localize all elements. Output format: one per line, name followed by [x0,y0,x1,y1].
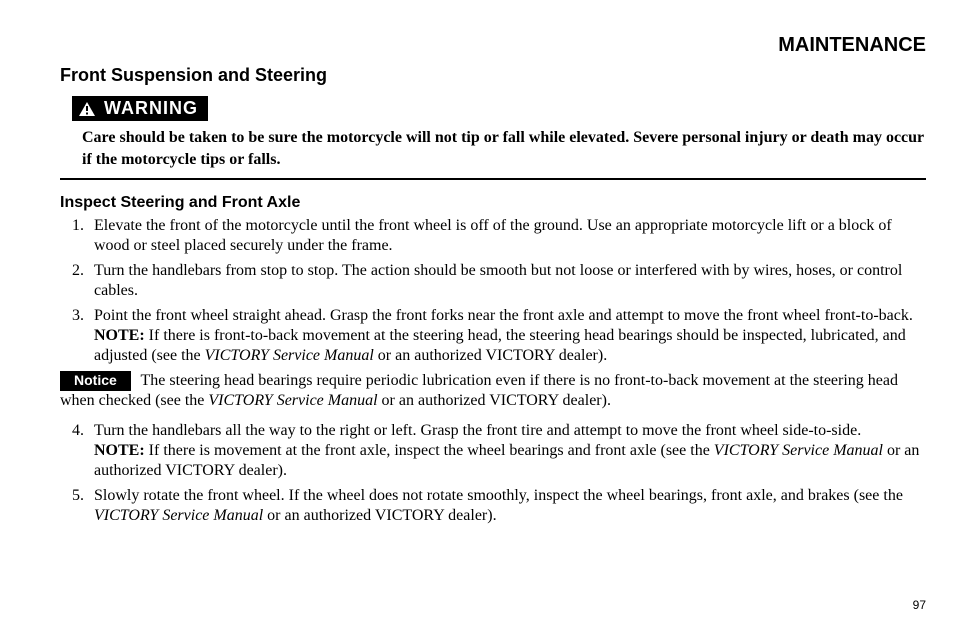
step-5-tail: or an authorized VICTORY dealer). [263,507,496,524]
step-4-italic: VICTORY Service Manual [714,442,883,459]
notice-label: Notice [60,371,131,391]
notice-tail: or an authorized VICTORY dealer). [378,392,611,409]
step-3-note-label: NOTE: [94,327,145,344]
subsection-title: Front Suspension and Steering [60,65,926,86]
section-header: MAINTENANCE [60,34,926,57]
page-number: 97 [913,598,926,612]
divider [60,178,926,180]
step-3: Point the front wheel straight ahead. Gr… [88,306,926,366]
warning-text: Care should be taken to be sure the moto… [82,127,926,170]
step-3-tail: or an authorized VICTORY dealer). [374,347,607,364]
step-2: Turn the handlebars from stop to stop. T… [88,261,926,301]
document-page: MAINTENANCE Front Suspension and Steerin… [0,0,954,627]
step-3-pre: Point the front wheel straight ahead. Gr… [94,307,913,324]
procedure-steps-continued: Turn the handlebars all the way to the r… [60,421,926,526]
step-1: Elevate the front of the motorcycle unti… [88,216,926,256]
procedure-title: Inspect Steering and Front Axle [60,194,926,212]
procedure-steps: Elevate the front of the motorcycle unti… [60,216,926,366]
exclamation-triangle-icon [78,101,96,117]
step-5: Slowly rotate the front wheel. If the wh… [88,486,926,526]
step-5-pre: Slowly rotate the front wheel. If the wh… [94,487,903,504]
warning-label-text: WARNING [104,98,198,119]
step-5-italic: VICTORY Service Manual [94,507,263,524]
step-4-line1: Turn the handlebars all the way to the r… [94,422,861,439]
step-3-italic: VICTORY Service Manual [205,347,374,364]
step-4-note-label: NOTE: [94,442,145,459]
notice-italic: VICTORY Service Manual [208,392,377,409]
notice-block: Notice The steering head bearings requir… [60,371,926,411]
step-4: Turn the handlebars all the way to the r… [88,421,926,481]
warning-label: WARNING [72,96,208,121]
step-4-note-text: If there is movement at the front axle, … [145,442,714,459]
